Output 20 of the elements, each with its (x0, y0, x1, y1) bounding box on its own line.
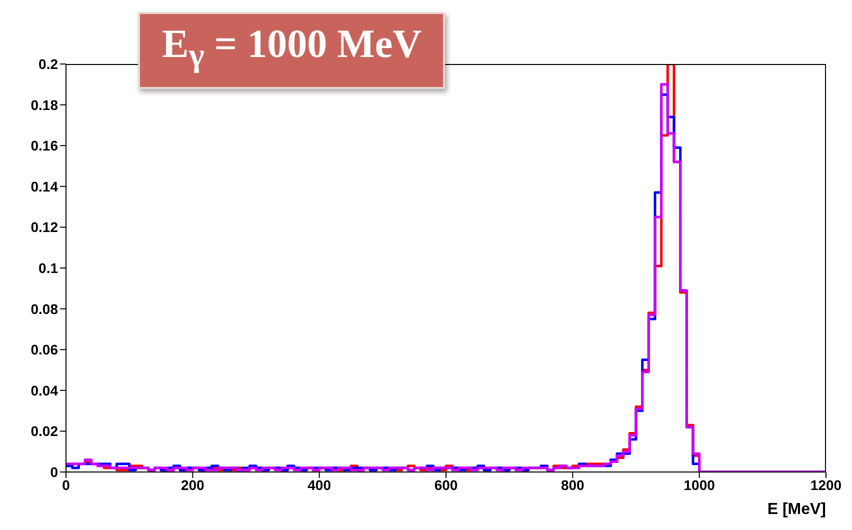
x-tick-label: 600 (434, 476, 458, 493)
x-tick-label: 0 (62, 476, 70, 493)
chart-title: E$_{γ}$ = 1000 MeV (138, 12, 446, 89)
y-tick-label: 0 (50, 464, 58, 480)
x-tick-label: 400 (308, 476, 332, 493)
y-tick-label: 0.14 (30, 178, 58, 194)
y-tick-label: 0.12 (30, 219, 58, 236)
x-tick-label: 800 (560, 476, 585, 493)
y-tick-label: 0.04 (30, 382, 58, 398)
y-tick-label: 0.02 (30, 423, 58, 440)
y-tick-label: 0.08 (30, 300, 58, 317)
x-tick-label: 1000 (684, 476, 716, 493)
y-tick-label: 0.16 (30, 138, 58, 154)
x-tick-label: 200 (180, 476, 205, 493)
x-axis-title: E [MeV] (767, 501, 826, 518)
x-tick-label: 1200 (810, 476, 842, 493)
y-tick-label: 0.1 (38, 260, 58, 276)
y-tick-label: 0.18 (30, 96, 58, 113)
y-tick-label: 0.2 (38, 56, 58, 72)
y-tick-label: 0.06 (30, 342, 58, 358)
